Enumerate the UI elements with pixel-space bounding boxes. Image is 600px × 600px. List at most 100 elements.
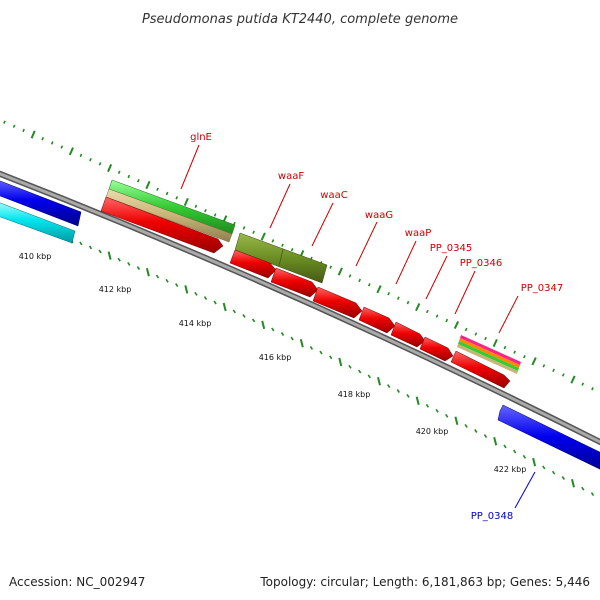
scale-tick bbox=[290, 247, 294, 252]
scale-tick-lower bbox=[299, 339, 304, 348]
scale-tick bbox=[396, 296, 400, 300]
scale-tick bbox=[242, 226, 246, 230]
scale-tick bbox=[194, 204, 198, 209]
gene-label-waag: waaG bbox=[365, 210, 393, 221]
scale-tick bbox=[387, 291, 391, 296]
scale-label-420: 420 kbp bbox=[416, 427, 449, 436]
scale-tick-lower bbox=[581, 486, 585, 491]
scale-tick-lower bbox=[117, 257, 121, 262]
scale-tick bbox=[41, 136, 45, 141]
scale-tick-lower bbox=[165, 278, 169, 283]
scale-tick bbox=[260, 232, 266, 241]
scale-tick-lower bbox=[542, 465, 546, 470]
scale-tick-lower bbox=[203, 296, 208, 301]
scale-tick-lower bbox=[590, 492, 595, 497]
gene-glne-cds bbox=[100, 196, 224, 254]
scale-tick-lower bbox=[261, 320, 266, 330]
scale-tick bbox=[213, 213, 217, 217]
scale-tick-lower bbox=[280, 332, 285, 336]
label-leaders bbox=[180, 144, 536, 509]
accession-text: Accession: NC_002947 bbox=[9, 575, 145, 589]
scale-tick-lower bbox=[406, 393, 410, 398]
scale-tick bbox=[107, 163, 113, 173]
scale-label-414: 414 kbp bbox=[179, 319, 212, 328]
scale-tick-lower bbox=[145, 268, 150, 277]
scale-tick-lower bbox=[213, 300, 217, 305]
scale-tick-lower bbox=[551, 470, 556, 475]
gene-label-waac: waaC bbox=[320, 190, 347, 201]
genome-backbone bbox=[0, 170, 600, 446]
scale-tick bbox=[98, 162, 102, 166]
scale-tick bbox=[464, 327, 468, 332]
scale-tick bbox=[22, 128, 25, 133]
scale-tick-lower bbox=[425, 403, 430, 408]
scale-tick-lower bbox=[532, 457, 537, 467]
scale-tick bbox=[358, 278, 362, 283]
scale-tick bbox=[50, 141, 54, 145]
scale-tick-lower bbox=[445, 413, 449, 418]
gene-label-waap: waaP bbox=[405, 228, 431, 239]
scale-tick bbox=[531, 357, 537, 366]
scale-tick-lower bbox=[184, 285, 189, 294]
scale-tick bbox=[348, 274, 352, 278]
gene-waap-cds bbox=[358, 306, 396, 334]
scale-tick bbox=[165, 191, 169, 196]
scale-tick-lower bbox=[338, 357, 343, 367]
scale-tick bbox=[425, 309, 429, 314]
gene-label-pp0348: PP_0348 bbox=[471, 511, 514, 522]
scale-tick bbox=[252, 230, 255, 234]
scale-tick-lower bbox=[232, 309, 236, 314]
scale-tick-lower bbox=[503, 444, 507, 449]
scale-tick bbox=[136, 179, 140, 183]
scale-tick-lower bbox=[107, 251, 112, 260]
scale-tick-lower bbox=[79, 241, 83, 246]
scale-tick bbox=[30, 130, 36, 139]
olive-divider bbox=[278, 248, 284, 267]
scale-tick-lower bbox=[571, 479, 575, 488]
scale-label-418: 418 kbp bbox=[338, 390, 371, 399]
scale-tick-lower bbox=[290, 336, 294, 341]
scale-tick-lower bbox=[415, 396, 420, 406]
scale-tick-lower bbox=[483, 434, 488, 439]
scale-tick bbox=[484, 336, 487, 341]
scale-tick bbox=[79, 153, 83, 158]
scale-tick bbox=[183, 197, 189, 207]
scale-tick-lower bbox=[242, 313, 246, 318]
scale-tick-lower bbox=[309, 345, 314, 350]
gene-waaf-cds bbox=[229, 249, 277, 279]
scale-ticks bbox=[2, 120, 595, 497]
scale-tick bbox=[406, 300, 410, 305]
scale-tick bbox=[117, 170, 121, 175]
scale-tick bbox=[591, 387, 594, 391]
scale-tick bbox=[12, 124, 16, 128]
scale-tick bbox=[523, 354, 526, 359]
scale-tick bbox=[367, 283, 371, 287]
scale-tick bbox=[271, 239, 275, 243]
scale-tick-lower bbox=[474, 429, 478, 433]
scale-tick bbox=[3, 120, 6, 124]
feature-cyan-left bbox=[0, 202, 76, 244]
scale-label-410: 410 kbp bbox=[19, 252, 52, 261]
gene-label-pp0347: PP_0347 bbox=[521, 283, 564, 294]
scale-tick-lower bbox=[367, 374, 371, 379]
scale-tick-lower bbox=[251, 318, 256, 323]
gene-label-pp0346: PP_0346 bbox=[460, 258, 503, 269]
scale-tick bbox=[89, 157, 92, 162]
gene-pp0345-cds bbox=[390, 321, 426, 348]
scale-tick-lower bbox=[358, 369, 362, 374]
gene-labels: glnE waaF waaC waaG waaP PP_0345 PP_0346… bbox=[190, 132, 563, 522]
scale-tick bbox=[329, 265, 333, 269]
scale-tick bbox=[474, 332, 478, 336]
gene-pp0347-cds bbox=[450, 350, 511, 389]
scale-tick bbox=[561, 373, 565, 377]
scale-tick-lower bbox=[88, 245, 93, 250]
scale-tick bbox=[581, 382, 585, 386]
scale-tick bbox=[435, 314, 439, 318]
scale-tick-lower bbox=[98, 249, 102, 254]
scale-tick-lower bbox=[387, 384, 391, 389]
scale-tick bbox=[68, 147, 74, 156]
scale-tick bbox=[445, 318, 449, 323]
scale-tick bbox=[503, 345, 507, 350]
scale-tick-lower bbox=[155, 274, 160, 279]
feature-pp0347-stripes bbox=[457, 335, 521, 374]
